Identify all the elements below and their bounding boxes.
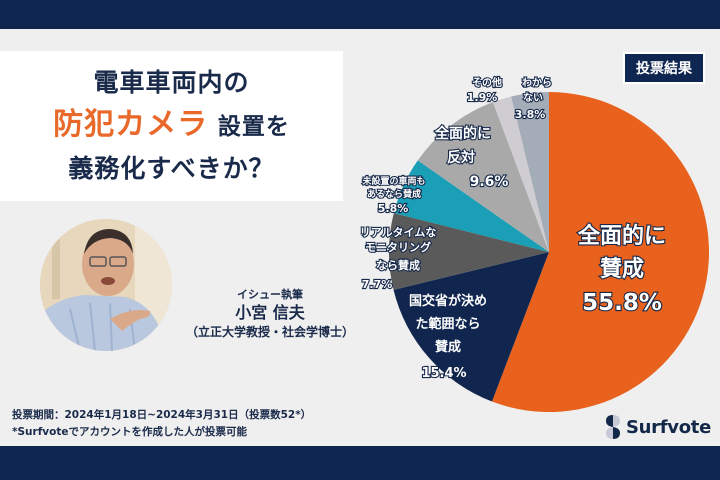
title-card: 電車車両内の 防犯カメラ 設置を 義務化すべきか？: [0, 51, 343, 201]
slice-dont-know: [511, 92, 549, 252]
bottom-banner: [0, 446, 720, 480]
svg-text:リアルタイムな: リアルタイムな: [360, 226, 437, 239]
slice-label-full-support: 全面的に 賛成 55.8%: [576, 222, 667, 317]
results-badge: 投票結果: [623, 52, 705, 84]
title-accent: 防犯カメラ: [53, 107, 209, 142]
slice-label-uninstalled-cars-support: 未設置の車両も あるなら賛成 5.8%: [360, 174, 426, 216]
svg-text:55.8%: 55.8%: [582, 290, 662, 316]
title-line-3: 義務化すべきか？: [68, 154, 275, 183]
svg-text:全面的に: 全面的に: [434, 125, 491, 142]
slice-label-realtime-support: リアルタイムな モニタリング なら賛成 7.7%: [359, 225, 438, 292]
pie-slices: [389, 92, 710, 413]
svg-text:なら賛成: なら賛成: [376, 258, 420, 272]
svg-text:9.6%: 9.6%: [470, 174, 509, 190]
svg-text:ない: ない: [523, 92, 543, 104]
author-affiliation: （立正大学教授・社会学博士）: [185, 325, 354, 339]
slice-other: [492, 96, 549, 252]
slice-label-other: その他 1.9%: [466, 75, 503, 105]
slice-label-dont-know: わから ない 3.8%: [514, 76, 553, 122]
author-photo: [40, 219, 172, 351]
svg-text:5.8%: 5.8%: [378, 202, 409, 215]
voting-eligibility-note: *Surfvoteでアカウントを作成した人が投票可能: [12, 426, 247, 438]
svg-text:全面的に: 全面的に: [577, 223, 666, 249]
svg-text:賛成: 賛成: [600, 257, 644, 282]
slice-realtime-support: [389, 213, 549, 290]
surfvote-logo-text: Surfvote: [626, 416, 711, 438]
svg-text:賛成: 賛成: [435, 339, 461, 355]
svg-text:た範囲なら: た範囲なら: [415, 316, 480, 332]
svg-text:15.4%: 15.4%: [421, 366, 466, 381]
svg-text:あるなら賛成: あるなら賛成: [367, 188, 421, 200]
svg-text:国交省が決め: 国交省が決め: [409, 293, 487, 309]
author-info: イシュー執筆 小宮 信夫 （立正大学教授・社会学博士）: [185, 287, 355, 341]
svg-text:1.9%: 1.9%: [467, 91, 498, 104]
footer-notes: 投票期間：2024年1月18日~2024年3月31日（投票数52*） *Surf…: [12, 407, 311, 441]
slice-mlit-range-support: [393, 252, 549, 402]
slice-label-mlit-range-support: 国交省が決め た範囲なら 賛成 15.4%: [409, 293, 487, 382]
author-role: イシュー執筆: [237, 288, 303, 301]
slice-full-oppose: [417, 102, 549, 252]
surfvote-logo-icon: [606, 415, 620, 439]
surfvote-logo: Surfvote: [604, 414, 711, 440]
title-line-2: 防犯カメラ 設置を: [53, 104, 290, 148]
svg-text:その他: その他: [472, 76, 502, 89]
voting-period: 投票期間：2024年1月18日~2024年3月31日（投票数52*）: [12, 409, 312, 421]
svg-text:モニタリング: モニタリング: [365, 240, 431, 254]
title-line-1: 電車車両内の: [93, 68, 250, 97]
top-banner: [0, 0, 720, 29]
author-name: 小宮 信夫: [235, 303, 305, 322]
svg-text:3.8%: 3.8%: [515, 108, 546, 121]
svg-text:7.7%: 7.7%: [362, 278, 393, 291]
slice-full-support: [491, 92, 710, 413]
slice-uninstalled-cars-support: [393, 160, 549, 252]
slice-label-full-oppose: 全面的に 反対 9.6%: [433, 124, 510, 191]
title-line-2-rest: 設置を: [217, 114, 290, 140]
svg-text:未設置の車両も: 未設置の車両も: [361, 175, 425, 187]
svg-text:わから: わから: [522, 77, 552, 89]
svg-text:反対: 反対: [447, 149, 475, 166]
